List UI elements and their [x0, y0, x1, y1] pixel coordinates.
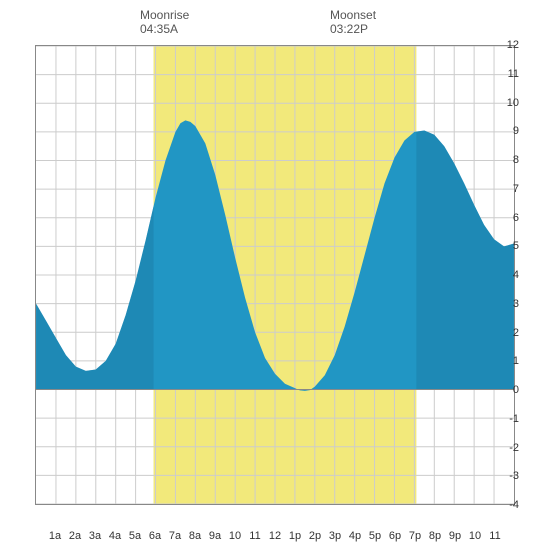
x-tick: 10: [229, 530, 241, 542]
y-tick: 12: [507, 39, 519, 51]
x-tick: 8p: [429, 530, 441, 542]
moonset-title: Moonset: [330, 8, 376, 22]
y-tick: 5: [513, 240, 519, 252]
y-tick: 8: [513, 154, 519, 166]
y-tick: -4: [509, 499, 519, 511]
x-tick: 7a: [169, 530, 181, 542]
y-tick: 1: [513, 355, 519, 367]
x-tick: 11: [249, 530, 260, 542]
x-tick: 6a: [149, 530, 161, 542]
x-tick: 4a: [109, 530, 121, 542]
x-tick: 10: [469, 530, 481, 542]
moonset-label: Moonset 03:22P: [330, 8, 376, 37]
tide-chart: Moonrise 04:35A Moonset 03:22P 1a 2a 3a 4a 5…: [0, 0, 550, 550]
moonset-time: 03:22P: [330, 22, 376, 36]
x-tick: 2p: [309, 530, 321, 542]
y-tick: -3: [509, 470, 519, 482]
moonrise-title: Moonrise: [140, 8, 189, 22]
x-tick: 3a: [89, 530, 101, 542]
y-tick: -1: [509, 413, 519, 425]
y-tick: 10: [507, 97, 519, 109]
x-tick: 7p: [409, 530, 421, 542]
y-tick: 9: [513, 125, 519, 137]
x-tick: 9a: [209, 530, 221, 542]
y-tick: 7: [513, 183, 519, 195]
x-tick: 11: [489, 530, 500, 542]
y-tick: 0: [513, 384, 519, 396]
x-tick: 12: [269, 530, 281, 542]
y-tick: 2: [513, 327, 519, 339]
y-tick: -2: [509, 442, 519, 454]
x-tick: 5p: [369, 530, 381, 542]
x-tick: 6p: [389, 530, 401, 542]
x-tick: 5a: [129, 530, 141, 542]
x-tick: 2a: [69, 530, 81, 542]
y-tick: 4: [513, 269, 519, 281]
y-tick: 6: [513, 212, 519, 224]
y-tick: 3: [513, 298, 519, 310]
y-tick: 11: [508, 68, 519, 80]
x-tick: 4p: [349, 530, 361, 542]
x-tick: 1p: [289, 530, 301, 542]
x-tick: 8a: [189, 530, 201, 542]
x-tick: 3p: [329, 530, 341, 542]
x-tick: 1a: [49, 530, 61, 542]
moonrise-time: 04:35A: [140, 22, 189, 36]
x-tick: 9p: [449, 530, 461, 542]
plot-area: [35, 45, 515, 505]
moonrise-label: Moonrise 04:35A: [140, 8, 189, 37]
